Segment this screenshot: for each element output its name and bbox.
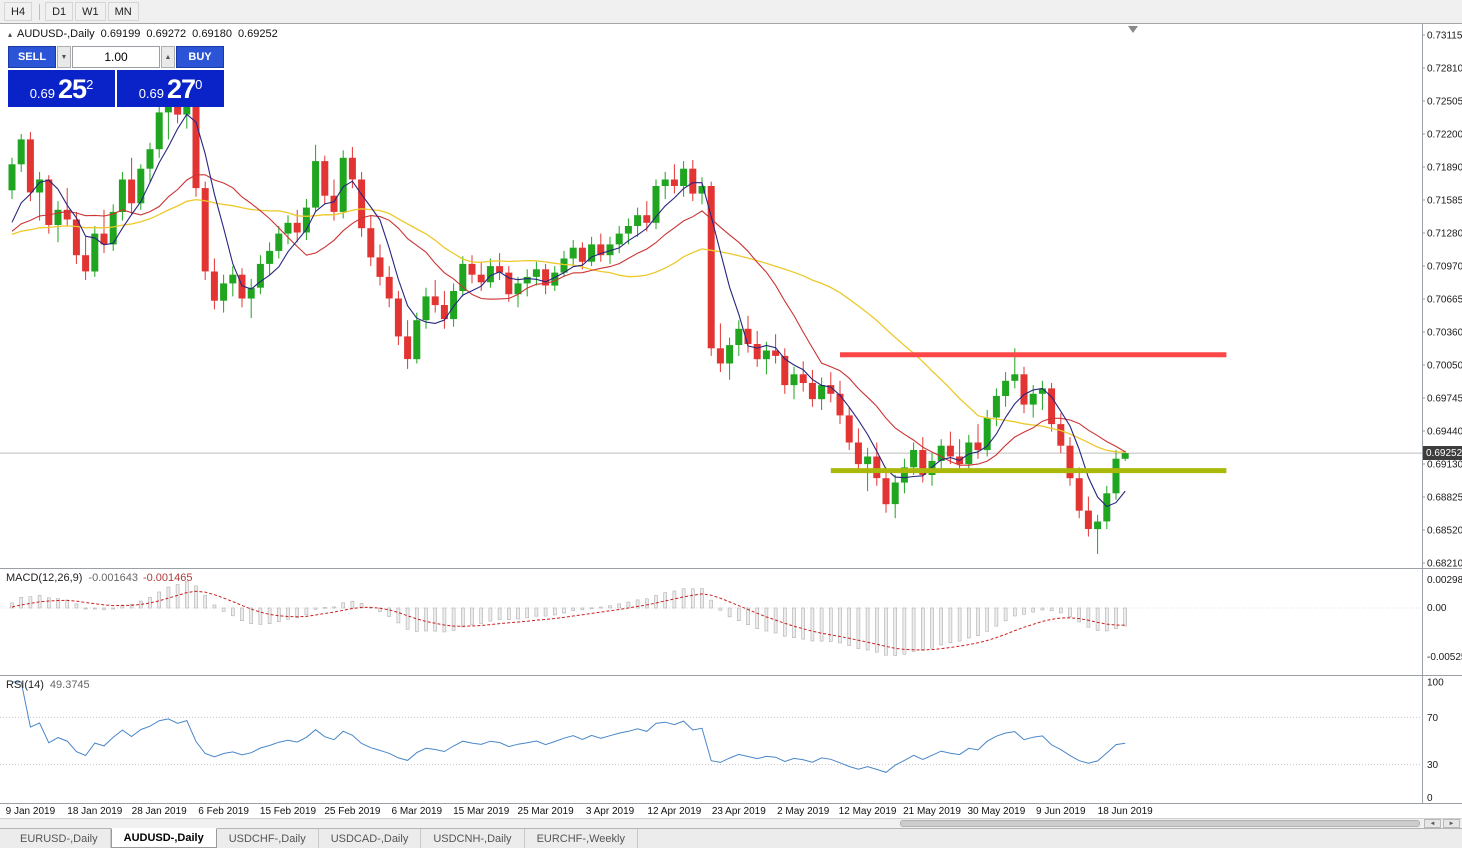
horizontal-scrollbar[interactable] (0, 818, 1462, 828)
ask-pips: 27 (167, 74, 196, 104)
svg-text:18 Jan 2019: 18 Jan 2019 (67, 806, 122, 817)
svg-text:0.00: 0.00 (1427, 603, 1447, 614)
macd-indicator-label: MACD(12,26,9) -0.001643 -0.001465 (6, 572, 193, 584)
time-axis[interactable]: 9 Jan 2019 18 Jan 2019 28 Jan 2019 6 Feb 20… (6, 806, 1154, 817)
svg-text:0.69440: 0.69440 (1427, 427, 1462, 438)
ohlc-open: 0.69199 (100, 28, 141, 40)
svg-text:0.70970: 0.70970 (1427, 262, 1462, 273)
pane-borders (0, 24, 1462, 804)
svg-text:3 Apr 2019: 3 Apr 2019 (586, 806, 635, 817)
price-axis[interactable]: 0.73115 0.72810 0.72505 0.72200 0.71890 0.715… (1422, 31, 1462, 570)
svg-text:25 Mar 2019: 25 Mar 2019 (518, 806, 575, 817)
svg-text:0.72200: 0.72200 (1427, 130, 1462, 141)
svg-text:0.70050: 0.70050 (1427, 361, 1462, 372)
timeframe-d1-button[interactable]: D1 (45, 2, 74, 21)
svg-text:100: 100 (1427, 678, 1444, 689)
rsi-pane[interactable]: 100 70 30 0 (0, 678, 1444, 805)
svg-text:15 Mar 2019: 15 Mar 2019 (453, 806, 510, 817)
ohlc-close: 0.69252 (237, 28, 278, 40)
svg-text:12 Apr 2019: 12 Apr 2019 (647, 806, 701, 817)
svg-text:30: 30 (1427, 760, 1439, 771)
svg-text:0.68825: 0.68825 (1427, 493, 1462, 504)
current-price-tag: 0.69252 (1423, 446, 1462, 460)
svg-text:0.71585: 0.71585 (1427, 196, 1462, 207)
volume-increase-button[interactable]: ▲ (161, 46, 175, 68)
timeframe-h4-button[interactable]: H4 (4, 2, 33, 21)
scroll-right-button[interactable]: ► (1443, 819, 1460, 828)
svg-text:0.69745: 0.69745 (1427, 394, 1462, 405)
volume-decrease-button[interactable]: ▼ (57, 46, 71, 68)
svg-text:6 Feb 2019: 6 Feb 2019 (198, 806, 249, 817)
svg-text:0.70360: 0.70360 (1427, 328, 1462, 339)
chart-shift-marker[interactable] (1128, 26, 1138, 33)
macd-signal-value: -0.001465 (142, 572, 193, 584)
bid-pips: 25 (58, 74, 87, 104)
bid-prefix: 0.69 (29, 86, 56, 101)
svg-text:0.002984: 0.002984 (1427, 575, 1462, 586)
svg-text:30 May 2019: 30 May 2019 (967, 806, 1025, 817)
svg-text:9 Jun 2019: 9 Jun 2019 (1036, 806, 1086, 817)
svg-text:25 Feb 2019: 25 Feb 2019 (324, 806, 381, 817)
tab-usdcad-daily[interactable]: USDCAD-,Daily (319, 829, 422, 848)
tab-eurusd-daily[interactable]: EURUSD-,Daily (8, 829, 111, 848)
volume-input[interactable] (72, 46, 160, 68)
one-click-trading-panel: SELL ▼ ▲ BUY 0.69 25 2 0.69 27 0 (8, 46, 224, 107)
tab-usdcnh-daily[interactable]: USDCNH-,Daily (421, 829, 525, 848)
svg-text:0.71890: 0.71890 (1427, 163, 1462, 174)
rsi-name: RSI(14) (6, 679, 44, 691)
svg-text:0.72810: 0.72810 (1427, 64, 1462, 75)
macd-pane[interactable]: 0.002984 0.00 -0.005256 (0, 575, 1462, 663)
svg-text:0.68210: 0.68210 (1427, 559, 1462, 570)
chart-title-bar: ▴ AUDUSD-,Daily 0.69199 0.69272 0.69180 … (8, 28, 278, 40)
svg-text:12 May 2019: 12 May 2019 (839, 806, 897, 817)
sell-button[interactable]: SELL (8, 46, 56, 68)
timeframe-toolbar: H4 D1 W1 MN (0, 0, 1462, 24)
timeframe-mn-button[interactable]: MN (107, 2, 139, 21)
svg-text:2 May 2019: 2 May 2019 (777, 806, 830, 817)
svg-text:70: 70 (1427, 713, 1439, 724)
svg-text:21 May 2019: 21 May 2019 (903, 806, 961, 817)
ask-price-box[interactable]: 0.69 27 0 (117, 70, 224, 107)
rsi-value: 49.3745 (49, 679, 90, 691)
bid-point: 2 (86, 77, 94, 92)
svg-text:28 Jan 2019: 28 Jan 2019 (132, 806, 187, 817)
svg-text:0: 0 (1427, 793, 1433, 804)
svg-text:0.70665: 0.70665 (1427, 295, 1462, 306)
svg-text:0.71280: 0.71280 (1427, 229, 1462, 240)
buy-button[interactable]: BUY (176, 46, 224, 68)
chart-symbol-label: AUDUSD-,Daily (17, 28, 95, 40)
macd-main-value: -0.001643 (88, 572, 138, 584)
svg-text:-0.005256: -0.005256 (1427, 652, 1462, 663)
bid-price-box[interactable]: 0.69 25 2 (8, 70, 115, 107)
macd-name: MACD(12,26,9) (6, 572, 83, 584)
tab-eurchf-weekly[interactable]: EURCHF-,Weekly (525, 829, 638, 848)
timeframe-w1-button[interactable]: W1 (75, 2, 106, 21)
svg-text:18 Jun 2019: 18 Jun 2019 (1098, 806, 1153, 817)
svg-text:0.69130: 0.69130 (1427, 460, 1462, 471)
svg-text:6 Mar 2019: 6 Mar 2019 (392, 806, 443, 817)
svg-text:0.73115: 0.73115 (1427, 31, 1462, 42)
toolbar-separator (39, 3, 41, 20)
scrollbar-thumb[interactable] (900, 820, 1420, 827)
chart-tabs-bar: EURUSD-,Daily AUDUSD-,Daily USDCHF-,Dail… (0, 828, 1462, 848)
ask-prefix: 0.69 (138, 86, 165, 101)
svg-text:15 Feb 2019: 15 Feb 2019 (260, 806, 317, 817)
rsi-indicator-label: RSI(14) 49.3745 (6, 679, 90, 691)
ohlc-low: 0.69180 (192, 28, 232, 40)
ohlc-high: 0.69272 (146, 28, 187, 40)
one-click-toggle-icon[interactable]: ▴ (8, 29, 13, 39)
main-price-pane[interactable] (0, 26, 1422, 554)
tab-audusd-daily[interactable]: AUDUSD-,Daily (110, 828, 217, 848)
scroll-left-button[interactable]: ◄ (1424, 819, 1441, 828)
ask-point: 0 (195, 77, 203, 92)
svg-text:0.68520: 0.68520 (1427, 526, 1462, 537)
tab-usdchf-daily[interactable]: USDCHF-,Daily (217, 829, 319, 848)
svg-text:23 Apr 2019: 23 Apr 2019 (712, 806, 766, 817)
svg-text:0.72505: 0.72505 (1427, 97, 1462, 108)
svg-text:9 Jan 2019: 9 Jan 2019 (6, 806, 56, 817)
